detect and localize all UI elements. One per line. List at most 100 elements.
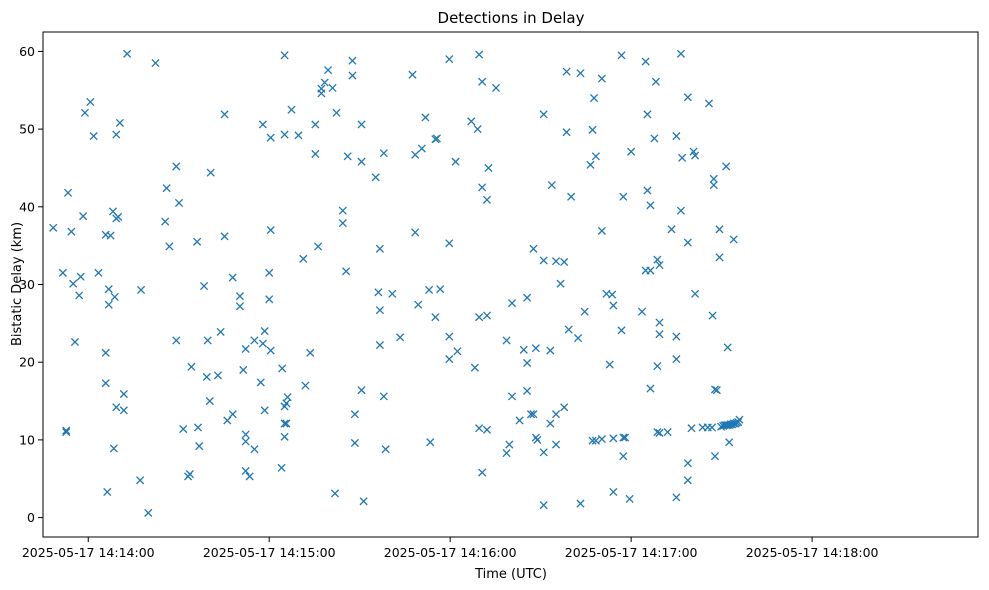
data-point [436,285,445,294]
data-point [567,192,576,201]
data-point [655,261,664,270]
data-point [425,285,434,294]
data-point [586,160,595,169]
data-point [597,74,606,83]
data-point [547,180,556,190]
data-point [89,132,98,141]
data-point [475,424,484,433]
data-point [241,430,250,439]
data-point [76,272,85,281]
data-point [663,428,672,437]
data-point [672,132,681,141]
data-point [655,318,664,327]
data-point [241,466,250,476]
data-point [725,438,734,447]
data-point [653,362,662,371]
data-point [641,57,650,66]
data-point [539,256,548,265]
data-point [282,419,291,428]
data-point [637,307,647,316]
data-point [371,173,380,182]
x-tick-label: 2025-05-17 14:15:00 [203,545,336,560]
y-tick-label: 20 [19,355,35,370]
data-point [228,410,237,419]
data-point [502,336,511,345]
data-point [119,406,128,415]
data-point [187,362,196,371]
data-point [165,242,174,251]
y-tick-label: 50 [19,122,35,137]
data-point [523,293,532,302]
data-point [539,448,548,457]
data-point [421,113,430,122]
data-point [250,336,259,345]
data-point [646,201,655,210]
data-point [551,257,561,266]
data-point [687,424,696,433]
data-point [414,300,423,309]
data-point [729,419,738,428]
data-point [432,134,441,143]
data-point [172,336,181,345]
data-point [482,425,492,434]
data-point [562,67,571,76]
data-point [203,336,212,345]
data-point [556,279,565,288]
data-point [491,83,501,92]
data-point [245,472,254,481]
data-point [94,268,103,277]
data-point [445,332,454,341]
data-point [597,435,606,444]
data-point [591,436,600,445]
data-point [473,125,482,134]
data-point [258,339,267,348]
data-point [63,188,73,197]
data-point [49,223,58,232]
data-point [235,302,245,311]
data-point [283,393,292,402]
data-point [280,130,289,139]
data-point [560,257,569,267]
data-point [266,346,275,355]
data-point [330,489,340,498]
data-point [332,108,341,117]
data-point [250,445,259,454]
data-point [103,487,112,496]
data-point [574,334,583,343]
data-point [162,184,171,193]
data-point [58,268,67,277]
data-point [348,56,357,65]
data-point [241,437,250,446]
data-point [104,285,113,294]
data-point [110,292,119,301]
data-point [379,392,388,401]
data-point [277,463,286,472]
data-point [228,273,237,282]
data-point [475,50,484,59]
data-point [678,153,687,162]
data-point [174,198,184,207]
y-tick-label: 40 [19,199,35,214]
data-point [467,117,476,126]
data-point [683,238,692,247]
data-point [258,120,267,129]
data-point [588,125,597,134]
data-point [112,130,121,139]
data-point [617,51,626,60]
data-point [551,440,561,449]
data-point [379,149,388,158]
data-point [323,66,333,75]
data-point [710,385,720,394]
data-point [69,279,78,288]
data-point [144,508,153,517]
data-point [453,347,462,356]
data-point [619,452,628,461]
data-point [619,433,628,442]
data-point [709,174,718,183]
data-point [265,295,274,304]
data-point [523,358,532,368]
data-point [101,379,110,388]
data-point [576,69,585,78]
